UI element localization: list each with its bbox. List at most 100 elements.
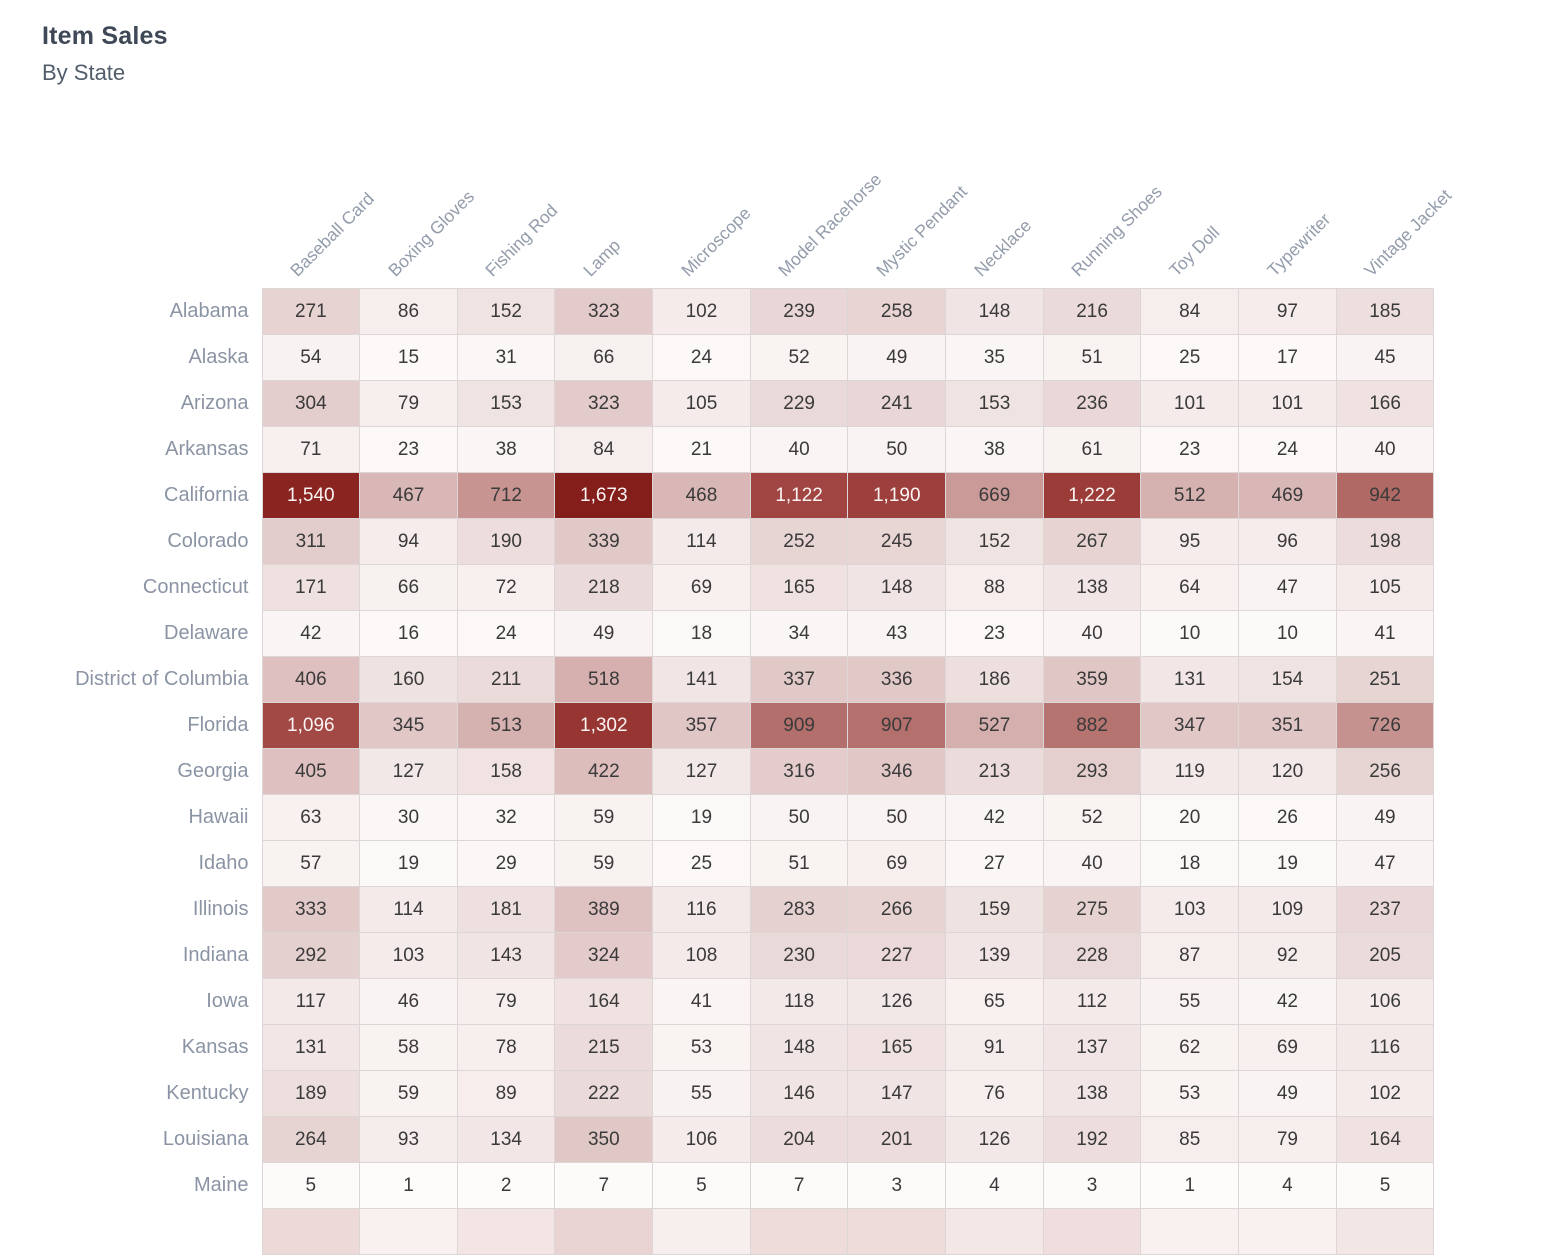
heatmap-cell[interactable]: 40 xyxy=(749,426,849,473)
heatmap-cell[interactable]: 126 xyxy=(847,978,947,1025)
heatmap-cell[interactable]: 51 xyxy=(749,840,849,887)
heatmap-cell[interactable]: 907 xyxy=(847,702,947,749)
heatmap-cell[interactable]: 66 xyxy=(554,334,654,381)
heatmap-cell[interactable]: 165 xyxy=(847,1024,947,1071)
heatmap-cell[interactable]: 275 xyxy=(1042,886,1142,933)
heatmap-cell[interactable]: 271 xyxy=(261,288,361,335)
heatmap-cell[interactable]: 139 xyxy=(945,932,1044,979)
heatmap-cell[interactable]: 118 xyxy=(749,978,849,1025)
heatmap-cell[interactable]: 95 xyxy=(1140,518,1240,565)
heatmap-cell[interactable]: 101 xyxy=(1238,380,1337,427)
heatmap-cell[interactable]: 726 xyxy=(1335,702,1435,749)
heatmap-cell[interactable]: 324 xyxy=(554,932,654,979)
heatmap-cell[interactable]: 108 xyxy=(652,932,751,979)
heatmap-cell[interactable]: 190 xyxy=(456,518,556,565)
heatmap-cell[interactable]: 93 xyxy=(359,1116,458,1163)
heatmap-cell[interactable]: 16 xyxy=(359,610,458,657)
heatmap-cell[interactable]: 69 xyxy=(1238,1024,1337,1071)
heatmap-cell[interactable]: 153 xyxy=(945,380,1044,427)
heatmap-cell[interactable]: 218 xyxy=(554,564,654,611)
heatmap-cell[interactable]: 304 xyxy=(261,380,361,427)
column-header[interactable]: Typewriter xyxy=(1239,130,1337,289)
heatmap-cell[interactable]: 62 xyxy=(1140,1024,1240,1071)
heatmap-cell[interactable]: 38 xyxy=(945,426,1044,473)
heatmap-cell[interactable]: 3 xyxy=(1042,1162,1142,1209)
heatmap-cell[interactable]: 50 xyxy=(847,426,947,473)
heatmap-cell[interactable]: 1 xyxy=(1140,1162,1240,1209)
heatmap-cell[interactable]: 40 xyxy=(1042,840,1142,887)
heatmap-cell[interactable]: 230 xyxy=(749,932,849,979)
column-header[interactable]: Fishing Rod xyxy=(457,130,562,289)
heatmap-cell[interactable]: 1 xyxy=(359,1162,458,1209)
heatmap-cell[interactable]: 114 xyxy=(652,518,751,565)
heatmap-cell[interactable]: 336 xyxy=(847,656,947,703)
heatmap-cell[interactable]: 186 xyxy=(945,656,1044,703)
heatmap-cell[interactable]: 222 xyxy=(554,1070,654,1117)
heatmap-cell[interactable]: 19 xyxy=(359,840,458,887)
heatmap-cell[interactable]: 96 xyxy=(1238,518,1337,565)
heatmap-cell[interactable]: 152 xyxy=(456,288,556,335)
heatmap-cell[interactable]: 127 xyxy=(652,748,751,795)
heatmap-cell[interactable]: 909 xyxy=(749,702,849,749)
heatmap-cell[interactable]: 267 xyxy=(1042,518,1142,565)
heatmap-cell[interactable]: 213 xyxy=(945,748,1044,795)
heatmap-cell[interactable]: 154 xyxy=(1238,656,1337,703)
heatmap-cell[interactable]: 84 xyxy=(1140,288,1240,335)
heatmap-cell[interactable]: 94 xyxy=(359,518,458,565)
heatmap-cell[interactable]: 266 xyxy=(847,886,947,933)
heatmap-cell[interactable]: 46 xyxy=(359,978,458,1025)
heatmap-cell[interactable]: 1,302 xyxy=(554,702,654,749)
heatmap-cell[interactable]: 10 xyxy=(1140,610,1240,657)
heatmap-cell[interactable]: 34 xyxy=(749,610,849,657)
heatmap-cell[interactable]: 20 xyxy=(1140,794,1240,841)
column-header[interactable]: Mystic Pendant xyxy=(848,130,971,289)
heatmap-cell[interactable]: 21 xyxy=(652,426,751,473)
column-header[interactable]: Running Shoes xyxy=(1043,130,1166,289)
heatmap-cell[interactable]: 17 xyxy=(1238,334,1337,381)
heatmap-cell[interactable]: 153 xyxy=(456,380,556,427)
heatmap-cell[interactable]: 7 xyxy=(749,1162,849,1209)
heatmap-cell[interactable]: 204 xyxy=(749,1116,849,1163)
heatmap-cell[interactable]: 54 xyxy=(261,334,361,381)
heatmap-cell[interactable]: 211 xyxy=(456,656,556,703)
heatmap-cell[interactable]: 35 xyxy=(945,334,1044,381)
heatmap-cell[interactable]: 112 xyxy=(1042,978,1142,1025)
heatmap-cell[interactable]: 49 xyxy=(847,334,947,381)
heatmap-cell[interactable]: 32 xyxy=(456,794,556,841)
heatmap-cell[interactable]: 237 xyxy=(1335,886,1435,933)
heatmap-cell[interactable]: 131 xyxy=(261,1024,361,1071)
heatmap-cell[interactable]: 527 xyxy=(945,702,1044,749)
heatmap-cell[interactable]: 88 xyxy=(945,564,1044,611)
heatmap-cell[interactable]: 86 xyxy=(359,288,458,335)
heatmap-cell[interactable]: 882 xyxy=(1042,702,1142,749)
heatmap-cell[interactable]: 64 xyxy=(1140,564,1240,611)
heatmap-cell[interactable]: 89 xyxy=(456,1070,556,1117)
heatmap-cell[interactable]: 148 xyxy=(749,1024,849,1071)
heatmap-cell[interactable]: 58 xyxy=(359,1024,458,1071)
heatmap-cell[interactable]: 52 xyxy=(749,334,849,381)
heatmap-cell[interactable]: 229 xyxy=(749,380,849,427)
heatmap-cell[interactable]: 69 xyxy=(847,840,947,887)
heatmap-cell[interactable]: 4 xyxy=(945,1162,1044,1209)
heatmap-cell[interactable]: 15 xyxy=(359,334,458,381)
heatmap-cell[interactable]: 41 xyxy=(652,978,751,1025)
heatmap-cell[interactable]: 19 xyxy=(652,794,751,841)
heatmap-cell[interactable]: 106 xyxy=(1335,978,1435,1025)
heatmap-cell[interactable]: 92 xyxy=(1238,932,1337,979)
heatmap-cell[interactable]: 24 xyxy=(456,610,556,657)
heatmap-cell[interactable]: 55 xyxy=(1140,978,1240,1025)
heatmap-cell[interactable]: 105 xyxy=(652,380,751,427)
heatmap-cell[interactable]: 337 xyxy=(749,656,849,703)
heatmap-cell[interactable]: 53 xyxy=(1140,1070,1240,1117)
heatmap-cell[interactable]: 712 xyxy=(456,472,556,519)
heatmap-cell[interactable]: 252 xyxy=(749,518,849,565)
heatmap-cell[interactable]: 18 xyxy=(652,610,751,657)
heatmap-cell[interactable]: 42 xyxy=(945,794,1044,841)
heatmap-cell[interactable]: 131 xyxy=(1140,656,1240,703)
heatmap-cell[interactable]: 59 xyxy=(554,840,654,887)
heatmap-cell[interactable]: 215 xyxy=(554,1024,654,1071)
heatmap-cell[interactable]: 57 xyxy=(261,840,361,887)
heatmap-cell[interactable]: 116 xyxy=(1335,1024,1435,1071)
heatmap-cell[interactable]: 49 xyxy=(1335,794,1435,841)
column-header[interactable]: Necklace xyxy=(946,130,1044,289)
